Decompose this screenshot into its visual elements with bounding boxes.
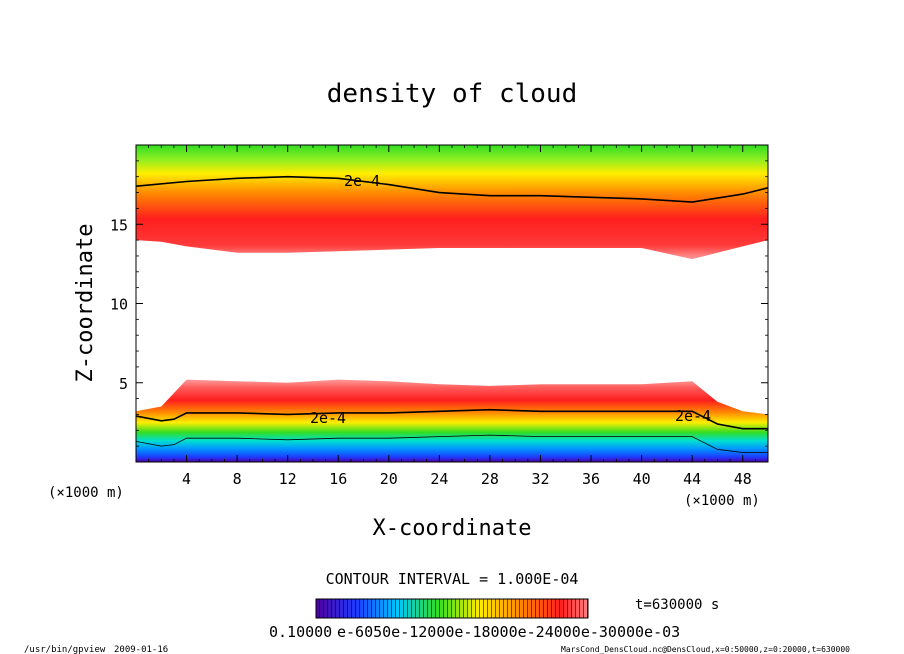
x-tick-label: 20 [380,470,398,488]
contour-label-lower-left: 2e-4 [310,409,346,427]
x-tick-label: 8 [233,470,242,488]
y-axis-ticks: 5 10 15 [110,160,768,447]
footer-source: MarsCond_DensCloud.nc@DensCloud,x=0:5000… [561,645,850,654]
lower-cloud-layer [136,379,768,462]
contour-line-lower [136,408,768,430]
x-tick-label: 28 [481,470,499,488]
contour-line-upper [136,175,768,203]
colorbar [315,598,589,619]
y-axis-label: Z-coordinate [73,224,98,383]
z-axis-unit: (×1000 m) [48,485,124,501]
y-tick-label: 15 [110,216,128,234]
footer-program: /usr/bin/gpview [24,645,106,654]
y-tick-label: 5 [119,375,128,393]
upper-cloud-layer [136,145,768,260]
x-tick-label: 40 [633,470,651,488]
x-axis-ticks: 4 8 12 16 20 24 28 32 36 40 44 48 [148,145,756,488]
x-tick-label: 32 [531,470,549,488]
time-label: t=630000 s [635,597,719,613]
colorbar-label-min: 0.10000 [269,623,332,641]
x-tick-label: 24 [430,470,448,488]
y-tick-label: 10 [110,296,128,314]
contour-line-thin [136,434,768,453]
chart-title: density of cloud [327,79,577,109]
x-tick-label: 36 [582,470,600,488]
x-tick-label: 44 [683,470,701,488]
contour-label-lower-right: 2e-4 [675,407,711,425]
contour-interval: CONTOUR INTERVAL = 1.000E-04 [326,570,579,588]
x-axis-label: X-coordinate [373,516,532,541]
footer-date: 2009-01-16 [114,645,168,654]
colorbar-label-overlap: e-6050e-12000e-18000e-24000e-30000e-03 [337,623,680,641]
x-axis-unit: (×1000 m) [684,493,760,509]
x-tick-label: 48 [734,470,752,488]
x-tick-label: 16 [329,470,347,488]
x-tick-label: 4 [182,470,191,488]
contour-label-upper: 2e-4 [344,172,380,190]
x-tick-label: 12 [279,470,297,488]
